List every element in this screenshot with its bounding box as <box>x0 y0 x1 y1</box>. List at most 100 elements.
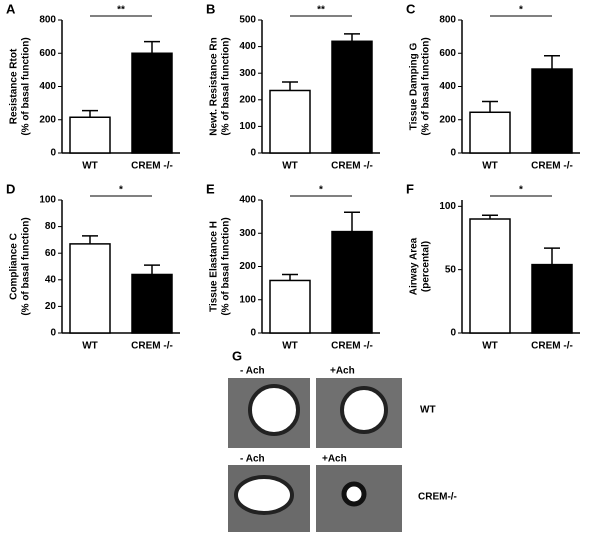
error-bar <box>82 235 98 244</box>
error-bar <box>144 264 160 275</box>
x-tick-label: CREM -/- <box>531 161 573 172</box>
x-tick-label: CREM -/- <box>531 341 573 352</box>
significance-label: ** <box>317 5 325 16</box>
x-tick-label: CREM -/- <box>331 161 373 172</box>
bar <box>69 116 111 154</box>
y-tick-label: 800 <box>39 15 56 26</box>
significance-label: * <box>319 185 323 196</box>
y-tick-label: 100 <box>239 294 256 305</box>
y-tick-label: 100 <box>39 195 56 206</box>
y-axis-label: (% of basal function) <box>221 37 232 135</box>
y-tick-label: 100 <box>439 201 456 212</box>
y-tick-label: 400 <box>39 81 56 92</box>
bar <box>331 40 373 154</box>
error-bar <box>344 33 360 42</box>
panel-g: G - Ach +Ach WT - Ach +Ach CREM-/- <box>228 348 457 532</box>
y-tick-label: 20 <box>45 301 57 312</box>
bar-chart: C Tissue Damping G (% of basal function) 0 2… <box>406 1 580 172</box>
y-tick-label: 800 <box>439 15 456 26</box>
image-label: +Ach <box>330 366 355 377</box>
significance-label: * <box>519 5 523 16</box>
bar-chart: F Airway Area (percental) 0 50 100 WT CREM -/- * <box>406 181 580 352</box>
y-tick-label: 0 <box>50 148 56 159</box>
y-tick-label: 40 <box>45 274 57 285</box>
panel-letter: A <box>6 1 16 16</box>
image-airway <box>248 384 300 436</box>
bar <box>131 52 173 154</box>
image-airway <box>341 481 367 507</box>
bar-chart: E Tissue Elastance H (% of basal function)… <box>206 181 380 352</box>
error-bar <box>282 81 298 91</box>
y-tick-label: 400 <box>239 195 256 206</box>
image-airway <box>234 475 294 515</box>
y-tick-label: 80 <box>45 221 57 232</box>
x-tick-label: WT <box>82 341 98 352</box>
significance-label: ** <box>117 5 125 16</box>
bar-chart: A Resistance Rtot (% of basal function) 0 20… <box>6 1 180 172</box>
x-tick-label: CREM -/- <box>131 341 173 352</box>
y-axis-label: Tissue Damping G <box>409 42 420 130</box>
y-axis-label: Tissue Elastance H <box>209 221 220 312</box>
y-tick-label: 600 <box>439 48 456 59</box>
error-bar <box>482 100 498 113</box>
error-bar <box>144 40 160 54</box>
y-tick-label: 300 <box>239 68 256 79</box>
x-tick-label: WT <box>82 161 98 172</box>
y-tick-label: 0 <box>450 148 456 159</box>
x-tick-label: CREM -/- <box>331 341 373 352</box>
significance-label: * <box>519 185 523 196</box>
error-bar <box>482 214 498 219</box>
y-tick-label: 200 <box>439 114 456 125</box>
bar <box>131 273 173 334</box>
panel-letter: C <box>406 1 416 16</box>
significance-label: * <box>119 185 123 196</box>
x-tick-label: WT <box>282 341 298 352</box>
y-tick-label: 200 <box>39 114 56 125</box>
y-axis-label: Newt. Resistance Rn <box>209 37 220 135</box>
bar <box>331 230 373 334</box>
panel-letter: G <box>232 348 242 363</box>
row-label: WT <box>420 405 436 416</box>
image-label: - Ach <box>240 366 265 377</box>
x-tick-label: WT <box>482 161 498 172</box>
panel-letter: B <box>206 1 215 16</box>
bar <box>531 68 573 154</box>
y-axis-label: (% of basal function) <box>221 217 232 315</box>
panel-letter: F <box>406 181 414 196</box>
bar <box>69 243 111 334</box>
y-tick-label: 200 <box>239 94 256 105</box>
image-label: - Ach <box>240 454 265 465</box>
panel-letter: E <box>206 181 215 196</box>
image-label: +Ach <box>322 454 347 465</box>
y-axis-label: Resistance Rtot <box>9 48 20 124</box>
error-bar <box>544 54 560 70</box>
y-tick-label: 50 <box>445 264 457 275</box>
y-axis-label: (% of basal function) <box>21 37 32 135</box>
bar <box>469 218 511 334</box>
y-tick-label: 400 <box>439 81 456 92</box>
x-tick-label: CREM -/- <box>131 161 173 172</box>
bar <box>269 279 311 334</box>
y-tick-label: 60 <box>45 248 57 259</box>
y-tick-label: 0 <box>250 328 256 339</box>
y-axis-label: Airway Area <box>409 237 420 295</box>
y-axis-label: (percental) <box>421 241 432 292</box>
y-tick-label: 300 <box>239 228 256 239</box>
y-tick-label: 400 <box>239 41 256 52</box>
panel-letter: D <box>6 181 15 196</box>
y-tick-label: 500 <box>239 15 256 26</box>
y-axis-label: (% of basal function) <box>421 37 432 135</box>
x-tick-label: WT <box>482 341 498 352</box>
error-bar <box>544 247 560 265</box>
y-tick-label: 0 <box>450 328 456 339</box>
y-tick-label: 600 <box>39 48 56 59</box>
x-tick-label: WT <box>282 161 298 172</box>
y-tick-label: 0 <box>250 148 256 159</box>
error-bar <box>282 273 298 281</box>
y-axis-label: Compliance C <box>9 233 20 300</box>
bar <box>531 263 573 334</box>
y-tick-label: 0 <box>50 328 56 339</box>
bar <box>469 111 511 154</box>
